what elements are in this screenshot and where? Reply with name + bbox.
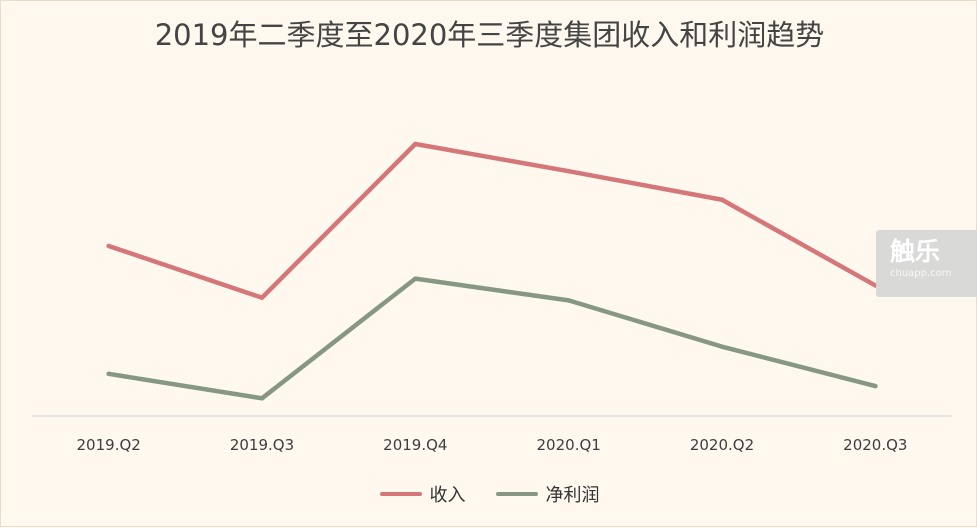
chuapp-watermark: 触乐 chuapp.com	[876, 230, 977, 297]
x-tick-label: 2020.Q1	[537, 436, 601, 454]
revenue-data-point	[719, 197, 725, 202]
net-profit-data-point	[413, 276, 418, 281]
watermark-url: chuapp.com	[890, 268, 952, 279]
net-profit-data-point	[259, 396, 265, 401]
net-profit-data-point	[566, 298, 571, 303]
revenue-data-point	[566, 169, 571, 174]
x-tick-label: 2019.Q4	[383, 436, 447, 454]
x-tick-label: 2020.Q2	[690, 436, 754, 454]
net-profit-data-point	[719, 344, 725, 349]
x-axis-labels: 2019.Q2 2019.Q3 2019.Q4 2020.Q1 2020.Q2 2020.…	[77, 436, 908, 454]
revenue-data-point	[106, 243, 111, 249]
x-tick-label: 2019.Q2	[77, 436, 141, 454]
x-tick-label: 2020.Q3	[843, 436, 907, 454]
net-profit-data-point	[873, 383, 878, 389]
series-layer	[106, 141, 878, 401]
legend-label-revenue: 收入	[429, 485, 466, 506]
legend-item-revenue: 收入	[379, 481, 466, 507]
revenue-series-line	[106, 141, 878, 300]
x-tick-label: 2019.Q3	[230, 436, 294, 454]
legend-item-net-profit: 净利润	[495, 481, 600, 507]
chart-legend: 收入 净利润	[1, 479, 977, 509]
watermark-mark: 触乐	[890, 237, 941, 266]
legend-label-net-profit: 净利润	[545, 485, 600, 506]
legend-swatch-net-profit	[495, 492, 538, 496]
net-profit-data-point	[106, 371, 111, 377]
revenue-data-point	[259, 295, 265, 300]
revenue-data-point	[413, 141, 418, 147]
legend-swatch-revenue	[379, 492, 422, 496]
chart-title: 2019年二季度至2020年三季度集团收入和利润趋势	[154, 18, 825, 52]
net-profit-series-line	[106, 276, 878, 401]
